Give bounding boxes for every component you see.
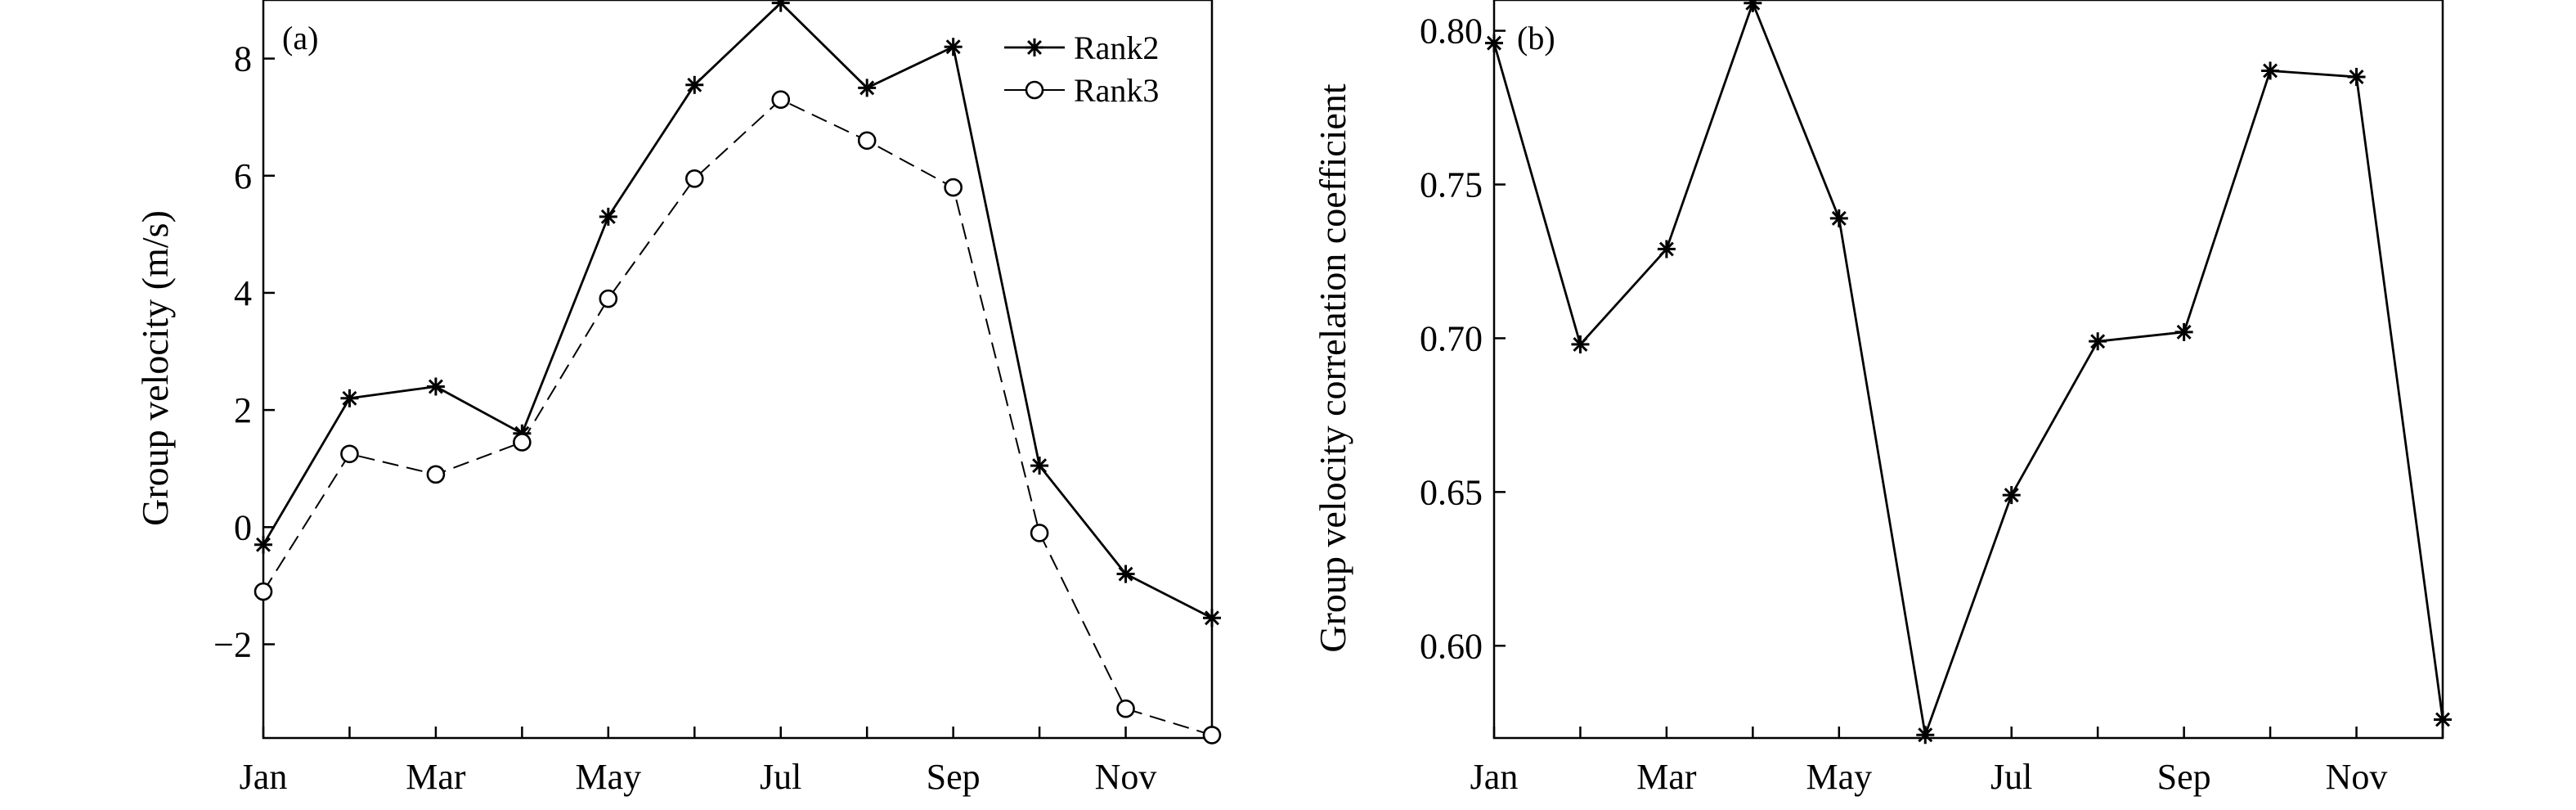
data-point: [254, 535, 272, 554]
data-point: [340, 389, 359, 407]
data-point: [2434, 710, 2452, 729]
panel-a-x-tick-label: Mar: [406, 757, 466, 797]
series-line: [263, 1, 1213, 619]
data-point: [1202, 726, 1222, 745]
data-point: [1657, 240, 1676, 259]
panel-b-x-tick-label: Jul: [1990, 757, 2032, 797]
panel-a-y-tick-label: 4: [234, 273, 252, 313]
data-point: [2261, 61, 2280, 80]
data-point: [1116, 565, 1135, 583]
data-point: [340, 444, 359, 464]
panel-a-x-tick-label: Jul: [760, 757, 801, 797]
panel-b-x-axis-ticks: [1492, 727, 2444, 738]
data-point: [1744, 0, 1762, 12]
data-point: [771, 0, 790, 12]
data-point: [254, 582, 273, 601]
panel-b-x-tick-label: Mar: [1636, 757, 1697, 797]
panel-a-y-axis-label: Group velocity (m/s): [134, 210, 176, 526]
legend-marker: [1025, 38, 1043, 56]
series-line: [263, 98, 1213, 736]
data-point: [1571, 335, 1590, 353]
panel-b-x-tick-label: May: [1806, 757, 1872, 797]
legend-entry-rank2: Rank2: [1074, 29, 1159, 66]
panel-a-plot-frame: [262, 0, 1214, 740]
panel-b-x-tick-label: Jan: [1470, 757, 1519, 797]
data-point: [2347, 67, 2366, 86]
data-point: [2089, 332, 2107, 351]
panel-a-y-tick-label: 0: [234, 507, 252, 547]
panel-a-x-tick-label: Sep: [927, 757, 981, 797]
data-point: [1203, 609, 1221, 628]
panel-b-x-tick-label: Sep: [2157, 757, 2211, 797]
panel-a-x-axis-ticks: [262, 727, 1214, 738]
panel-b-label: (b): [1517, 20, 1555, 56]
panel-a-legend: Rank2 Rank3: [1004, 29, 1159, 109]
panel-b-y-tick-label: 0.60: [1420, 626, 1483, 666]
data-point: [426, 377, 445, 396]
panel-b-x-tick-label: Nov: [2326, 757, 2388, 797]
data-point: [858, 79, 877, 97]
panel-a-y-axis-ticks: [263, 57, 275, 646]
panel-b-y-axis-ticks: [1494, 29, 1506, 647]
legend-entry-rank3: Rank3: [1074, 72, 1159, 109]
data-point: [1030, 457, 1049, 475]
legend-marker: [1025, 80, 1044, 100]
panel-b: (b) Group velocity correlation coefficie…: [1312, 0, 2452, 797]
panel-a-series-rank2: [254, 0, 1221, 628]
data-point: [1916, 726, 1935, 745]
data-point: [685, 75, 704, 94]
panel-a-y-tick-label: 2: [234, 390, 252, 430]
data-point: [944, 178, 963, 197]
panel-b-series-main: [1485, 0, 2452, 745]
panel-b-y-axis-label: Group velocity correlation coefficient: [1312, 83, 1353, 652]
panel-b-y-tick-label: 0.80: [1420, 11, 1483, 52]
panel-a-y-tick-label: 8: [234, 39, 252, 79]
panel-a-x-tick-label: Jan: [240, 757, 288, 797]
panel-a: (a) Group velocity (m/s) Jan Mar May Jul Sep…: [134, 0, 1222, 797]
panel-a-x-tick-label: May: [575, 757, 641, 797]
panel-a-x-tick-label: Nov: [1095, 757, 1157, 797]
data-point: [1829, 209, 1848, 227]
series-line: [1493, 0, 2444, 738]
panel-b-y-tick-label: 0.70: [1420, 318, 1483, 358]
panel-b-y-tick-label: 0.65: [1420, 472, 1483, 512]
panel-a-label: (a): [282, 20, 318, 56]
data-point: [599, 207, 617, 226]
panel-a-y-tick-label: −2: [213, 624, 252, 664]
panel-b-y-tick-label: 0.75: [1420, 165, 1483, 205]
data-point: [944, 38, 963, 56]
data-point: [513, 433, 532, 452]
data-point: [2002, 486, 2021, 505]
data-point: [684, 169, 704, 188]
panel-b-plot-frame: [1492, 0, 2444, 740]
panel-a-y-tick-label: 6: [234, 156, 252, 196]
data-point: [1485, 34, 1503, 52]
data-point: [2174, 322, 2193, 341]
data-point: [1116, 699, 1135, 718]
data-point: [771, 90, 791, 109]
data-point: [426, 465, 446, 484]
data-point: [599, 289, 618, 308]
data-point: [1030, 524, 1049, 542]
panel-a-series-rank3: [254, 90, 1222, 745]
data-point: [857, 131, 877, 151]
